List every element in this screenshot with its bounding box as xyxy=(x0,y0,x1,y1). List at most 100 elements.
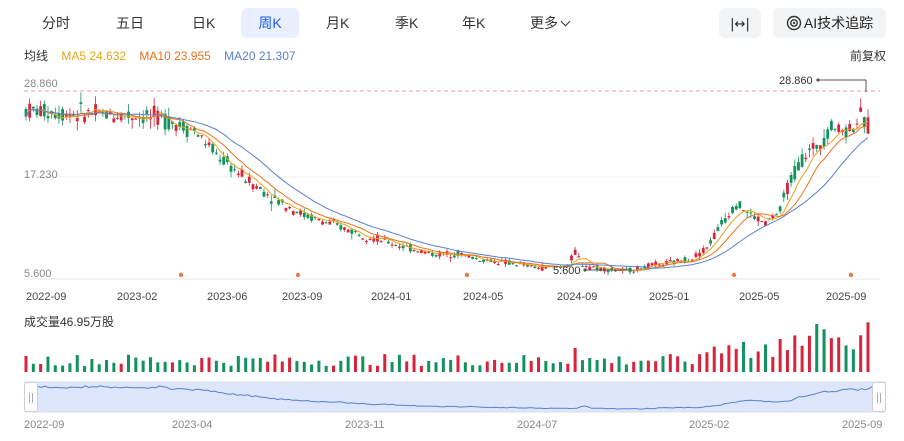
volume-bar xyxy=(127,354,131,372)
candle-body xyxy=(606,270,610,273)
navigator-right-handle[interactable] xyxy=(872,382,886,412)
navigator-price-line xyxy=(29,385,881,410)
candle-body xyxy=(467,255,471,258)
candle-body xyxy=(313,217,317,219)
date-tick: 2023-09 xyxy=(282,291,322,303)
candle-body xyxy=(511,263,515,265)
candle-body xyxy=(456,250,460,256)
candle-body xyxy=(485,259,489,261)
tab-more[interactable]: 更多 xyxy=(516,8,583,38)
date-tick: 2025-09 xyxy=(826,291,866,303)
volume-bar xyxy=(515,362,519,372)
volume-bar xyxy=(617,356,621,372)
candle-body xyxy=(211,144,215,153)
volume-bar xyxy=(119,363,123,372)
volume-bar xyxy=(310,364,314,372)
volume-bar xyxy=(705,352,709,372)
candle-body xyxy=(225,156,229,162)
candle-body xyxy=(72,114,75,116)
ai-tech-tracking-label: AI技术追踪 xyxy=(803,15,874,31)
candle-body xyxy=(119,113,123,121)
volume-bar xyxy=(580,360,584,372)
candle-body xyxy=(771,215,775,219)
candle-body xyxy=(548,265,551,267)
volume-bar xyxy=(324,365,328,372)
candle-body xyxy=(233,169,237,171)
candle-body xyxy=(584,265,588,267)
volume-bar xyxy=(75,355,79,372)
navigator-track xyxy=(24,382,886,412)
candle-body xyxy=(291,211,295,215)
candle-body xyxy=(86,110,90,112)
candle-body xyxy=(441,253,445,255)
candle-body xyxy=(837,124,841,132)
candle-body xyxy=(302,212,306,217)
volume-bar xyxy=(844,345,848,372)
volume-bar xyxy=(646,360,650,372)
volume-bar xyxy=(785,350,789,372)
volume-bar xyxy=(837,337,841,372)
volume-bar xyxy=(661,356,665,372)
candle-body xyxy=(277,200,280,205)
candle-body xyxy=(339,225,343,230)
candle-body xyxy=(416,251,420,253)
candle-body xyxy=(434,254,438,257)
candle-body xyxy=(196,135,200,137)
volume-bar xyxy=(427,360,431,372)
ma-lines-group xyxy=(25,109,869,272)
tab-intraday[interactable]: 分时 xyxy=(28,8,84,38)
period-tab-bar: 分时 五日 日K 周K 月K 季K 年K 更多 |↔| AI技术追踪 xyxy=(0,0,904,46)
volume-bar xyxy=(273,354,277,372)
candle-body xyxy=(712,232,716,239)
candle-body xyxy=(112,118,116,123)
ma20-value: MA20 21.307 xyxy=(224,49,296,63)
candle-body xyxy=(811,143,815,149)
volume-bar xyxy=(302,361,306,372)
candle-body xyxy=(222,156,226,165)
candle-body xyxy=(134,118,138,120)
volume-bar xyxy=(449,359,453,372)
candle-body xyxy=(445,251,449,255)
volume-bar xyxy=(207,357,211,372)
candle-body xyxy=(603,268,606,272)
candle-body xyxy=(423,251,427,254)
candle-body xyxy=(624,268,628,270)
tab-five-day[interactable]: 五日 xyxy=(102,8,158,38)
volume-bar xyxy=(668,354,672,372)
tab-yearly-k[interactable]: 年K xyxy=(448,8,499,38)
volume-bar xyxy=(749,357,753,372)
candle-body xyxy=(797,162,800,171)
candle-body xyxy=(390,244,394,246)
candle-body xyxy=(474,258,478,260)
navigator-selection xyxy=(30,382,880,412)
tab-five-day-label: 五日 xyxy=(116,15,144,31)
candle-body xyxy=(679,260,683,262)
volume-bar xyxy=(229,365,233,372)
min-price-label: 5.600 xyxy=(553,265,581,277)
volume-bar xyxy=(485,361,489,372)
volume-bar xyxy=(266,361,270,372)
volume-bar xyxy=(727,345,731,372)
candle-body xyxy=(90,113,94,115)
candle-body xyxy=(720,220,723,225)
volume-bar xyxy=(353,355,357,372)
candle-body xyxy=(665,261,669,265)
expand-chart-button[interactable]: |↔| xyxy=(719,8,761,38)
volume-bar xyxy=(156,362,160,372)
tab-weekly-k[interactable]: 周K xyxy=(241,8,299,38)
candle-body xyxy=(716,227,720,231)
candle-body xyxy=(731,207,734,214)
tab-quarterly-k[interactable]: 季K xyxy=(381,8,432,38)
candle-body xyxy=(533,266,537,269)
volume-bar xyxy=(317,360,321,372)
tab-daily-k[interactable]: 日K xyxy=(178,8,229,38)
candle-body xyxy=(738,201,742,209)
candle-body xyxy=(189,128,193,130)
price-adjust-toggle[interactable]: 前复权 xyxy=(849,49,886,63)
tab-monthly-k[interactable]: 月K xyxy=(312,8,363,38)
volume-bar xyxy=(412,354,416,372)
volume-bar xyxy=(434,362,438,372)
navigator-left-handle[interactable] xyxy=(24,382,38,412)
ai-tech-tracking-button[interactable]: AI技术追踪 xyxy=(773,8,886,38)
